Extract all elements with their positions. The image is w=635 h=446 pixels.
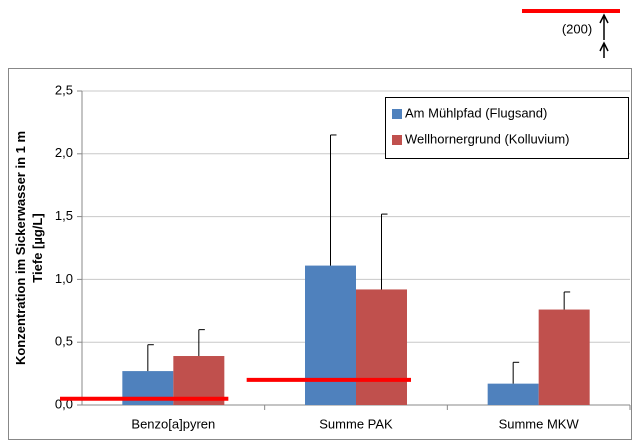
arrow bbox=[599, 41, 609, 58]
y-axis-label: Konzentration im Sickerwasser in 1 m Tief… bbox=[13, 131, 45, 365]
y-axis-label-line: Konzentration im Sickerwasser in 1 m bbox=[13, 131, 28, 365]
threshold-label: (200) bbox=[562, 21, 592, 36]
legend-swatch bbox=[392, 135, 402, 145]
y-tick-label: 2,0 bbox=[55, 145, 73, 160]
y-axis-label-line: Tiefe [µg/L] bbox=[30, 213, 45, 282]
legend-label: Am Mühlpfad (Flugsand) bbox=[405, 105, 547, 120]
x-tick-label: Benzo[a]pyren bbox=[131, 416, 215, 431]
bar bbox=[538, 309, 590, 405]
arrow bbox=[599, 13, 609, 40]
y-tick-label: 2,5 bbox=[55, 82, 73, 97]
bar bbox=[356, 289, 407, 405]
x-tick-label: Summe MKW bbox=[499, 416, 580, 431]
y-tick-label: 1,0 bbox=[55, 271, 73, 286]
y-tick-label: 1,5 bbox=[55, 208, 73, 223]
bar bbox=[305, 265, 356, 405]
legend-swatch bbox=[392, 109, 402, 119]
x-tick-label: Summe PAK bbox=[319, 416, 393, 431]
y-tick-label: 0,5 bbox=[55, 334, 73, 349]
legend-label: Wellhornergrund (Kolluvium) bbox=[405, 131, 570, 146]
legend bbox=[385, 97, 629, 159]
bar bbox=[487, 383, 539, 405]
